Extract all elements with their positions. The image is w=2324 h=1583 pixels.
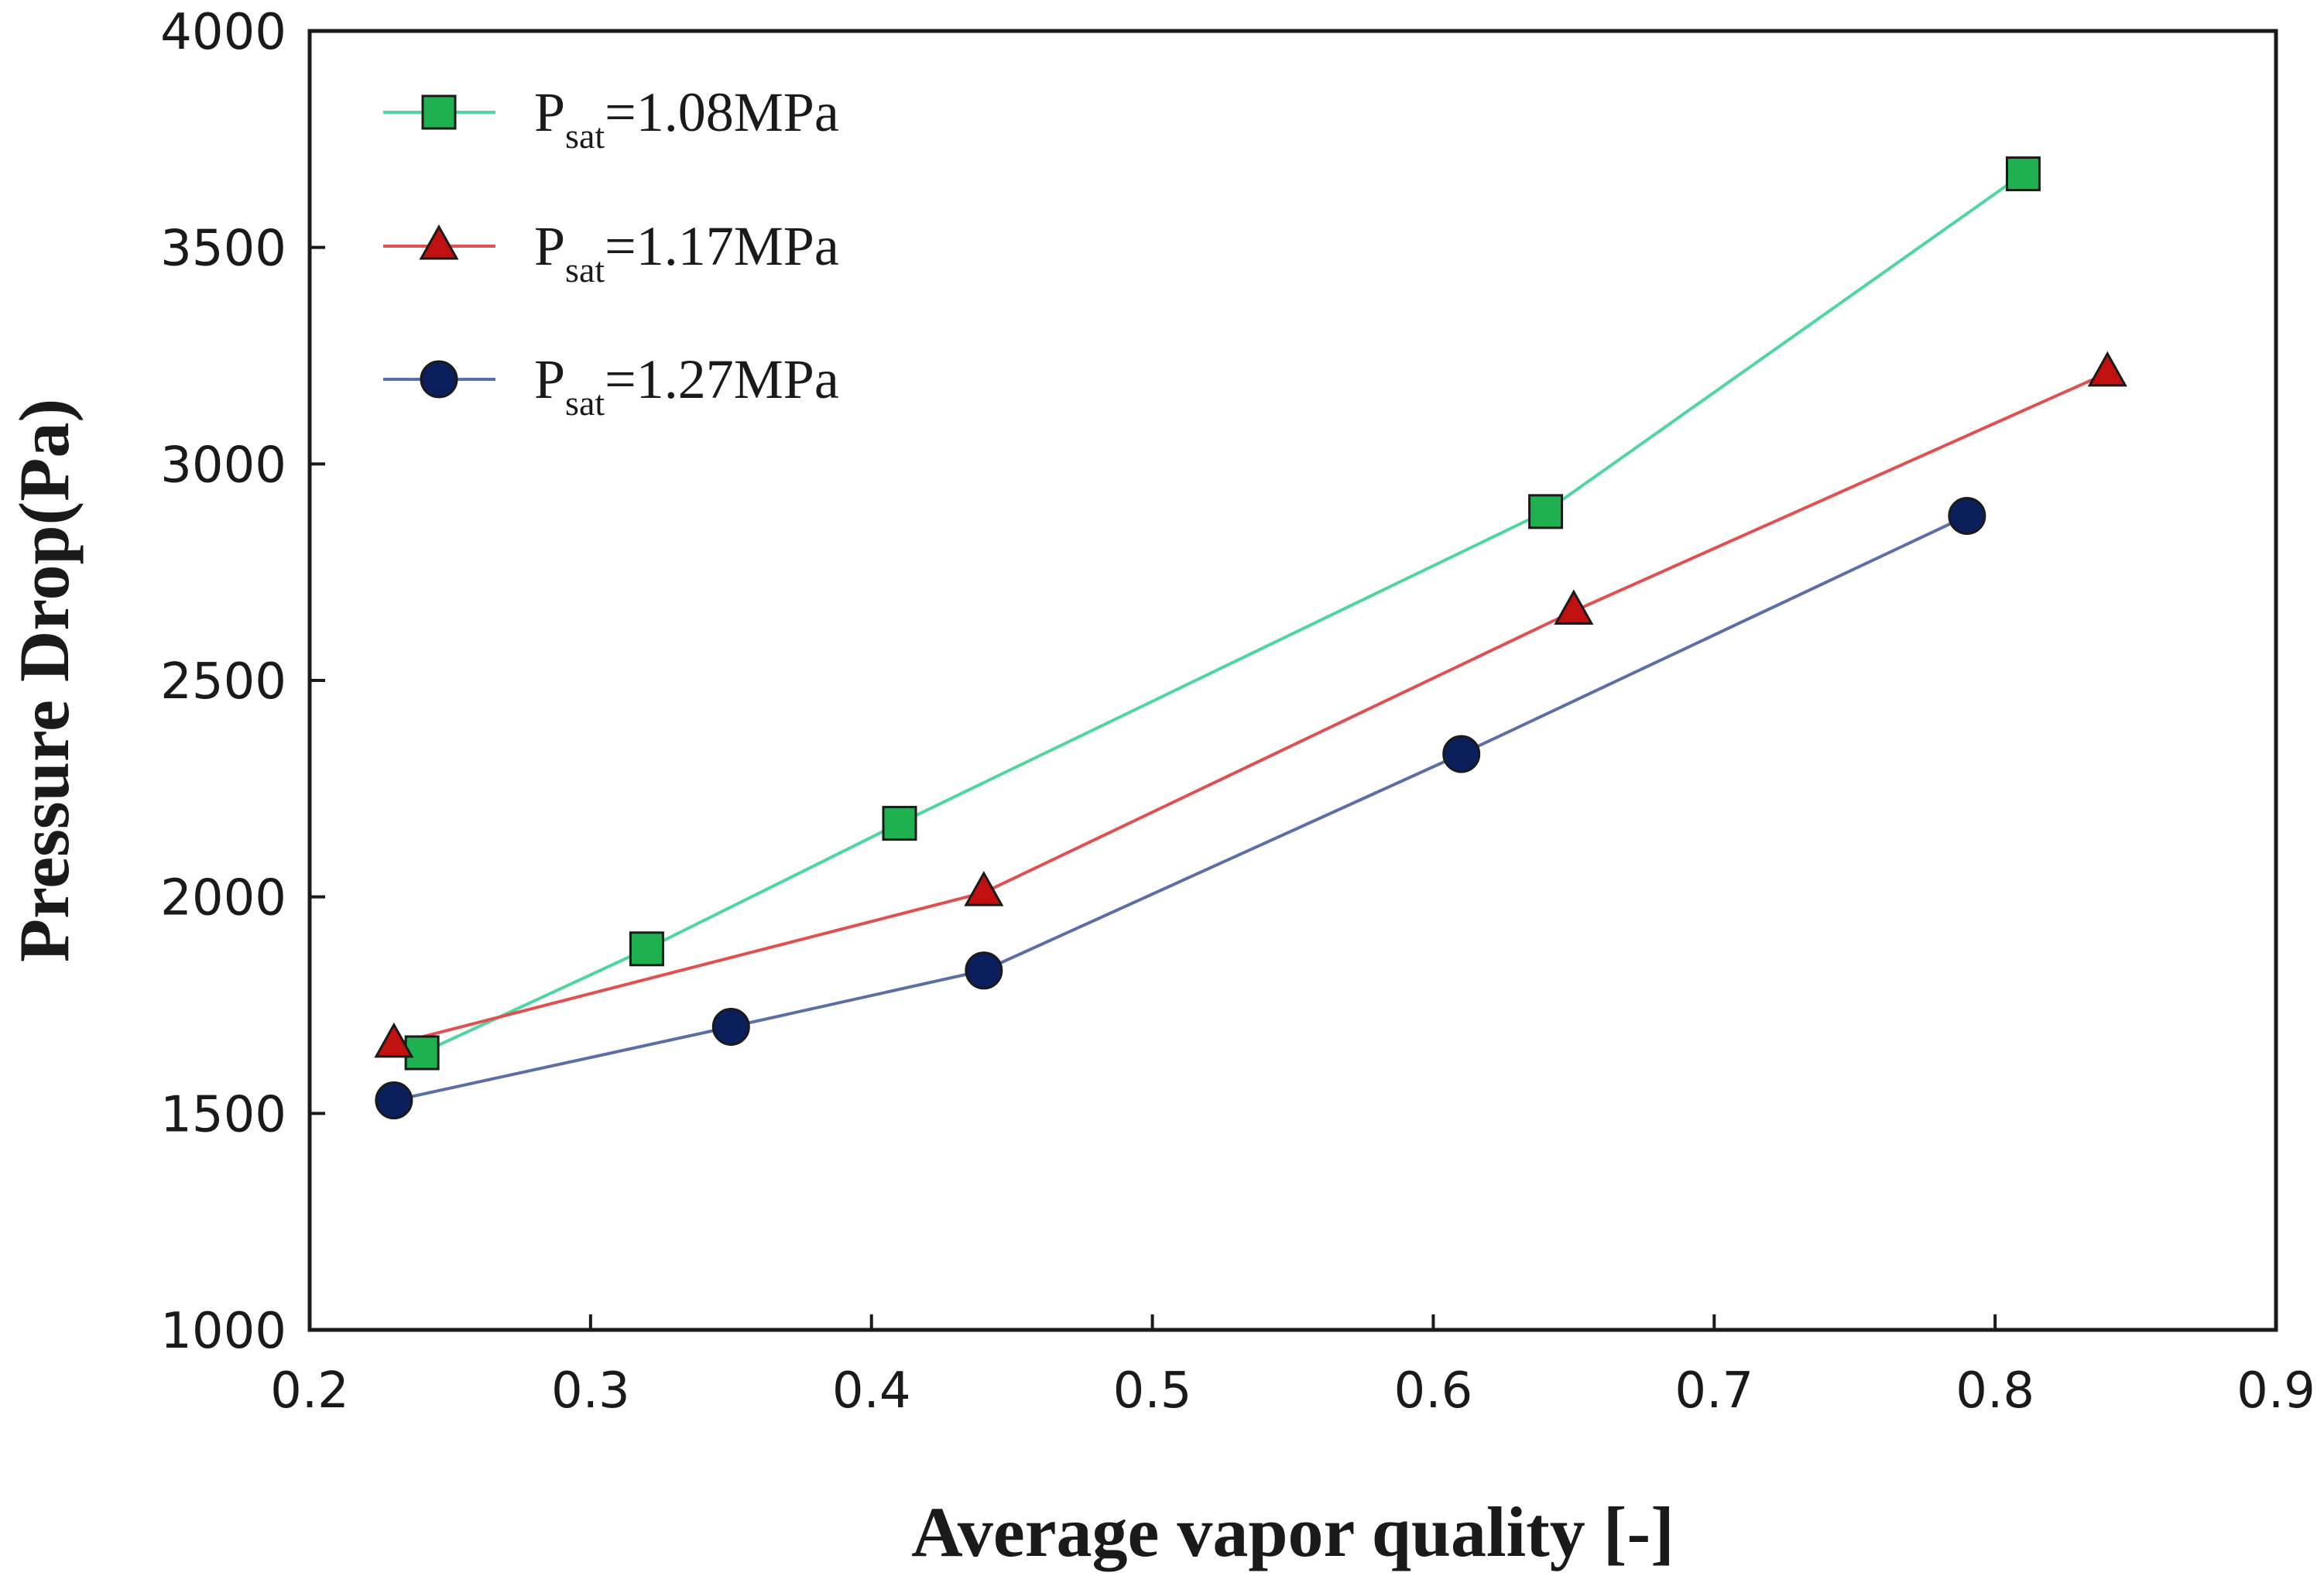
series-3-point bbox=[965, 951, 1003, 990]
x-tick-label: 0.3 bbox=[551, 1362, 630, 1420]
legend: Psat=1.08MPa Psat=1.17MPa Psat=1.27MPa bbox=[383, 81, 839, 423]
series-3-point bbox=[1948, 496, 1986, 535]
x-tick-label: 0.6 bbox=[1394, 1362, 1473, 1420]
y-tick-label: 2000 bbox=[160, 870, 286, 927]
series-2-point bbox=[964, 871, 1004, 906]
series-line-1 bbox=[421, 172, 2024, 1054]
y-tick-label: 1500 bbox=[160, 1086, 286, 1143]
x-tick-label: 0.4 bbox=[832, 1362, 911, 1420]
legend-label-2: Psat=1.17MPa bbox=[534, 215, 839, 290]
series-2-point bbox=[374, 1022, 414, 1058]
legend-marker-1 bbox=[421, 94, 457, 130]
y-tick-label: 1000 bbox=[160, 1303, 286, 1360]
series-1-point bbox=[1528, 494, 1564, 529]
y-axis-title: Pressure Drop(Pa) bbox=[5, 399, 84, 962]
y-tick-label: 4000 bbox=[160, 4, 286, 61]
series-line-3 bbox=[393, 514, 1968, 1102]
x-tick-label: 0.9 bbox=[2237, 1362, 2315, 1420]
series-line-2 bbox=[393, 372, 2109, 1046]
legend-marker-3 bbox=[420, 360, 458, 399]
series-2-point bbox=[1554, 589, 1594, 625]
series-1-point bbox=[882, 806, 917, 841]
series-1-point bbox=[629, 931, 664, 967]
legend-label-3: Psat=1.27MPa bbox=[534, 348, 839, 423]
legend-label-1: Psat=1.08MPa bbox=[534, 81, 839, 156]
x-tick-label: 0.5 bbox=[1113, 1362, 1192, 1420]
y-tick-label: 3500 bbox=[160, 221, 286, 278]
series-1-point bbox=[2005, 156, 2041, 192]
series-3-point bbox=[1442, 735, 1481, 773]
series-3-point bbox=[711, 1007, 750, 1046]
x-axis-title: Average vapor quality [-] bbox=[911, 1492, 1674, 1571]
x-tick-label: 0.7 bbox=[1674, 1362, 1753, 1420]
series-markers bbox=[374, 156, 2127, 1120]
x-tick-label: 0.8 bbox=[1956, 1362, 2034, 1420]
legend-marker-2 bbox=[419, 224, 459, 260]
series-3-point bbox=[375, 1081, 413, 1120]
y-tick-label: 2500 bbox=[160, 653, 286, 711]
series-2-point bbox=[2087, 351, 2127, 387]
y-tick-label: 3000 bbox=[160, 437, 286, 494]
series-1-point bbox=[404, 1035, 440, 1071]
axis-ticks: 0.2 0.3 0.4 0.5 0.6 0.7 0.8 0.9 1000 1500 2000 2500… bbox=[160, 4, 2315, 1420]
x-tick-label: 0.2 bbox=[270, 1362, 349, 1420]
